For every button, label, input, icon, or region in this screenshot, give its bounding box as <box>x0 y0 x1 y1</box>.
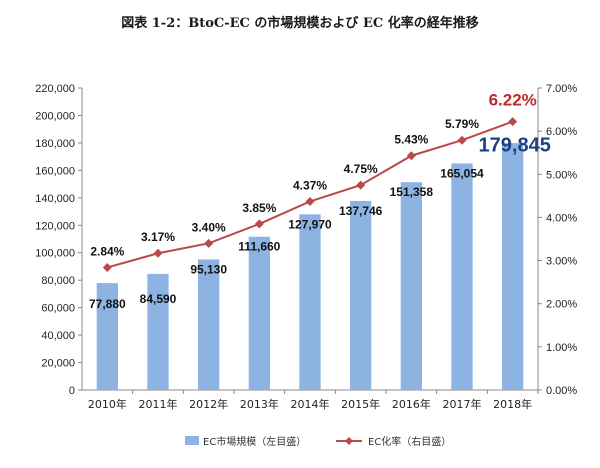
x-tick-label: 2011年 <box>139 397 178 411</box>
right-tick-label: 5.00% <box>546 169 577 181</box>
right-tick-label: 3.00% <box>546 256 577 268</box>
left-tick-label: 160,000 <box>35 165 75 177</box>
legend-line-marker <box>345 437 353 445</box>
bar-data-label: 95,130 <box>190 262 227 276</box>
left-tick-label: 20,000 <box>41 358 75 370</box>
rate-point <box>508 117 518 127</box>
left-tick-label: 80,000 <box>41 275 75 287</box>
legend-bar-swatch <box>185 436 199 445</box>
left-tick-label: 180,000 <box>35 138 75 150</box>
right-tick-label: 0.00% <box>546 385 577 397</box>
left-tick-label: 100,000 <box>35 248 75 260</box>
left-tick-label: 120,000 <box>35 220 75 232</box>
bar <box>451 163 473 390</box>
bar <box>198 259 220 390</box>
right-tick-label: 7.00% <box>546 83 577 95</box>
left-tick-label: 220,000 <box>35 83 75 95</box>
right-tick-label: 1.00% <box>546 342 577 354</box>
rate-data-label: 4.37% <box>293 178 327 192</box>
x-tick-label: 2017年 <box>443 397 482 411</box>
left-tick-label: 200,000 <box>35 110 75 122</box>
bar-data-label: 151,358 <box>390 185 434 199</box>
bar-data-label: 127,970 <box>288 217 332 231</box>
rate-point <box>356 180 366 190</box>
bar-data-label: 84,590 <box>140 292 177 306</box>
right-tick-label: 6.00% <box>546 126 577 138</box>
bar <box>502 143 524 390</box>
legend-line-label: EC化率（右目盛） <box>368 435 451 448</box>
bar-data-label: 111,660 <box>238 240 280 254</box>
rate-data-label: 3.40% <box>192 220 226 234</box>
x-tick-label: 2016年 <box>392 397 431 411</box>
left-tick-label: 0 <box>69 385 75 397</box>
bar-data-label: 137,746 <box>339 204 383 218</box>
chart-title: 図表 1-2：BtoC-EC の市場規模および EC 化率の経年推移 <box>121 16 479 31</box>
rate-data-label: 4.75% <box>344 162 378 176</box>
bar <box>400 182 422 390</box>
rate-point <box>254 219 264 229</box>
bar-data-label: 179,845 <box>479 135 551 157</box>
right-tick-label: 4.00% <box>546 212 577 224</box>
rate-point <box>102 262 112 272</box>
rate-data-label: 5.43% <box>394 133 428 147</box>
x-tick-label: 2013年 <box>240 397 279 411</box>
legend-bar-label: EC市場規模（左目盛） <box>203 435 306 448</box>
x-tick-label: 2012年 <box>189 397 228 411</box>
rate-data-label: 5.79% <box>445 117 479 131</box>
bar <box>96 283 118 390</box>
rate-data-label: 6.22% <box>489 91 537 110</box>
bar <box>248 236 270 390</box>
bar <box>299 214 321 390</box>
rate-point <box>305 196 315 206</box>
x-tick-label: 2018年 <box>493 397 532 411</box>
bar-data-label: 165,054 <box>440 166 484 180</box>
bar <box>147 273 169 390</box>
rate-data-label: 2.84% <box>90 244 124 258</box>
rate-point <box>457 135 467 145</box>
bar <box>350 200 372 390</box>
right-tick-label: 2.00% <box>546 299 577 311</box>
x-tick-label: 2010年 <box>88 397 127 411</box>
rate-point <box>406 151 416 161</box>
x-tick-label: 2015年 <box>341 397 380 411</box>
bar-data-label: 77,880 <box>89 297 126 311</box>
rate-data-label: 3.17% <box>141 230 175 244</box>
x-tick-label: 2014年 <box>291 397 330 411</box>
left-tick-label: 60,000 <box>41 303 75 315</box>
left-tick-label: 140,000 <box>35 193 75 205</box>
rate-data-label: 3.85% <box>242 201 276 215</box>
rate-point <box>204 238 214 248</box>
rate-point <box>153 248 163 258</box>
left-tick-label: 40,000 <box>41 330 75 342</box>
